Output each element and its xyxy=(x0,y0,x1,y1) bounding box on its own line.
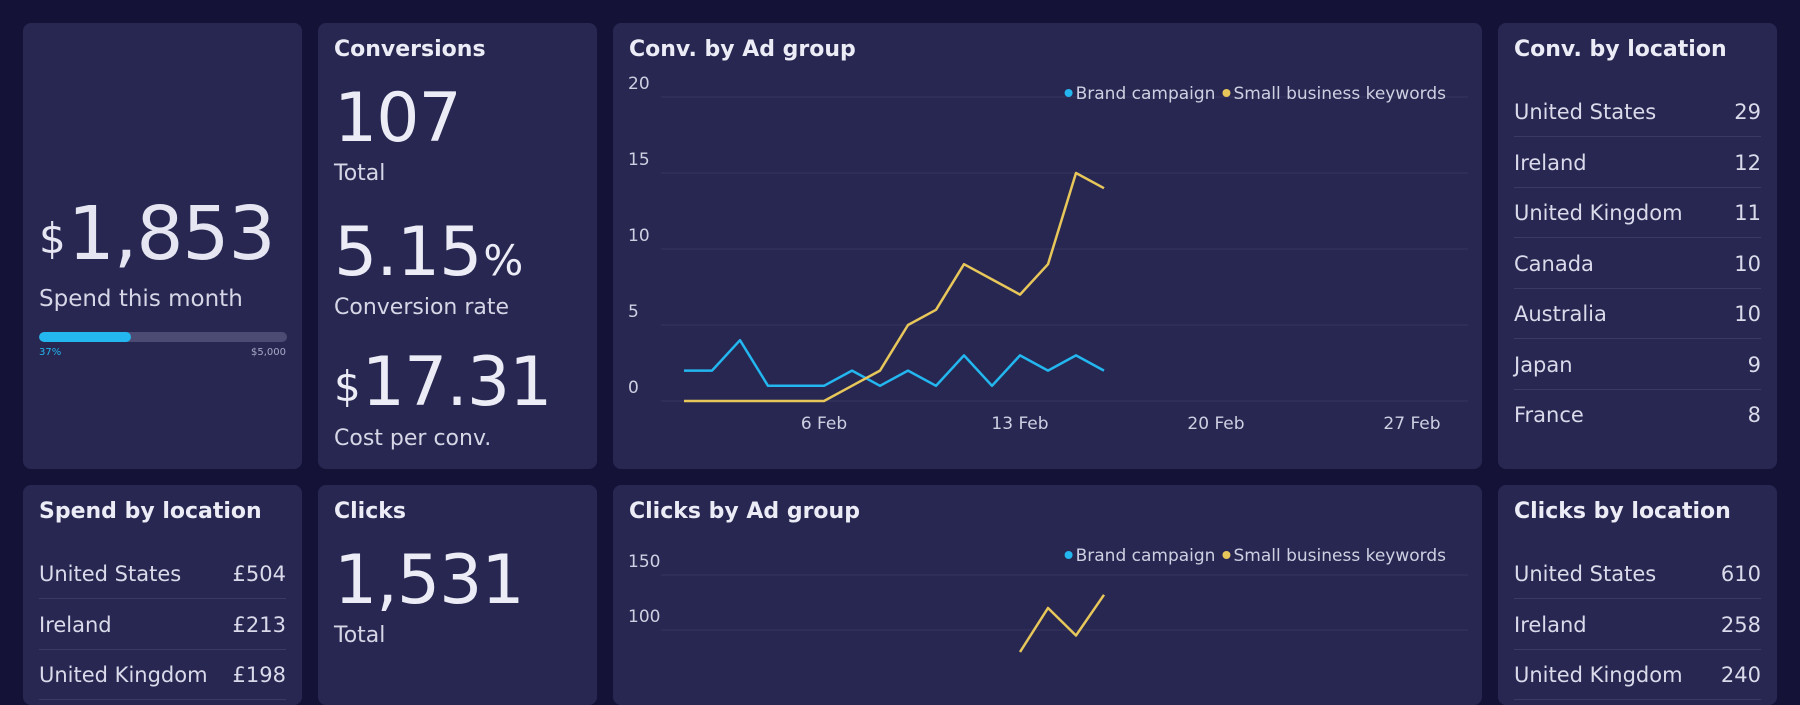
legend-marker xyxy=(1064,551,1073,559)
clicks-total-label: Total xyxy=(334,623,386,648)
conv-chart-title: Conv. by Ad group xyxy=(629,37,856,62)
spend-by-location-card: Spend by location United States £504 Irel… xyxy=(23,485,302,705)
clicks-by-location-card: Clicks by location United States 610 Irel… xyxy=(1498,485,1777,705)
budget-label: $5,000 xyxy=(251,347,286,358)
location-value: 9 xyxy=(1747,353,1761,377)
location-value: 11 xyxy=(1734,201,1761,225)
conversion-rate-unit: % xyxy=(483,236,523,285)
conv-by-location-title: Conv. by location xyxy=(1514,37,1727,62)
y-tick-label: 0 xyxy=(628,378,639,398)
conversions-total-label: Total xyxy=(334,161,386,186)
clicks-by-ad-group-card: Clicks by Ad group 100 150 Brand campaign S… xyxy=(613,485,1482,705)
x-tick-label: 6 Feb xyxy=(801,414,847,434)
y-tick-label: 15 xyxy=(628,150,650,170)
series-line xyxy=(684,171,1105,403)
location-row: United States 29 xyxy=(1514,86,1761,137)
location-value: 10 xyxy=(1734,252,1761,276)
legend-label: Brand campaign xyxy=(1076,84,1216,104)
clicks-by-location-title: Clicks by location xyxy=(1514,499,1731,524)
location-value: 8 xyxy=(1747,403,1761,427)
location-value: 10 xyxy=(1734,302,1761,326)
location-name: Ireland xyxy=(39,613,112,637)
location-row: United States £504 xyxy=(39,548,286,599)
spend-card: $1,853 Spend this month 37% $5,000 xyxy=(23,23,302,469)
spend-progress-fill xyxy=(39,332,131,342)
location-row: Australia 10 xyxy=(1514,288,1761,339)
conversion-rate-label: Conversion rate xyxy=(334,295,510,320)
location-value: 12 xyxy=(1734,151,1761,175)
legend-label: Small business keywords xyxy=(1233,84,1446,104)
location-row: United States 610 xyxy=(1514,548,1761,599)
x-tick-label: 13 Feb xyxy=(991,414,1048,434)
clicks-chart-title: Clicks by Ad group xyxy=(629,499,860,524)
conversion-rate: 5.15% xyxy=(334,213,523,292)
progress-percent-label: 37% xyxy=(39,347,62,358)
legend-label: Small business keywords xyxy=(1233,546,1446,566)
location-name: Canada xyxy=(1514,252,1594,276)
y-tick-label: 150 xyxy=(628,552,660,572)
location-row: United Kingdom 11 xyxy=(1514,187,1761,238)
x-tick-label: 20 Feb xyxy=(1187,414,1244,434)
clicks-by-ad-group-chart: 100 150 Brand campaign Small business keywo… xyxy=(628,546,1468,653)
location-name: United Kingdom xyxy=(39,663,208,687)
location-name: United Kingdom xyxy=(1514,201,1683,225)
location-name: Japan xyxy=(1514,353,1573,377)
location-name: Ireland xyxy=(1514,151,1587,175)
cost-per-conversion-label: Cost per conv. xyxy=(334,426,492,451)
conversions-total: 107 xyxy=(334,79,462,158)
location-name: United States xyxy=(1514,562,1657,586)
location-value: 610 xyxy=(1720,562,1761,586)
legend-label: Brand campaign xyxy=(1076,546,1216,566)
location-value: £504 xyxy=(232,562,286,586)
clicks-total: 1,531 xyxy=(334,541,525,620)
location-value: £198 xyxy=(232,663,286,687)
location-row: Japan 9 xyxy=(1514,339,1761,390)
location-row: Ireland 258 xyxy=(1514,599,1761,650)
location-value: 240 xyxy=(1720,663,1761,687)
series-line xyxy=(1018,594,1106,653)
y-tick-label: 5 xyxy=(628,302,639,322)
cost-per-conversion: $17.31 xyxy=(334,343,553,422)
spend-label: Spend this month xyxy=(39,286,243,312)
legend-marker xyxy=(1222,89,1231,97)
location-name: United States xyxy=(1514,100,1657,124)
cost-currency: $ xyxy=(334,362,361,411)
location-value: £213 xyxy=(232,613,286,637)
conversions-card: Conversions 107 Total 5.15% Conversion r… xyxy=(318,23,597,469)
conv-by-ad-group-chart: 0 5 10 15 20 6 Feb 13 Feb 20 Feb 27 Feb Brand cam… xyxy=(628,74,1468,434)
clicks-title: Clicks xyxy=(334,499,406,524)
spend-by-location-title: Spend by location xyxy=(39,499,262,524)
location-row: Ireland 12 xyxy=(1514,137,1761,188)
location-name: Australia xyxy=(1514,302,1607,326)
conv-by-ad-group-card: Conv. by Ad group 0 5 10 15 20 6 Feb 13 Feb 20 … xyxy=(613,23,1482,469)
spend-currency: $ xyxy=(39,214,66,263)
location-name: France xyxy=(1514,403,1584,427)
conv-by-location-card: Conv. by location United States 29 Irelan… xyxy=(1498,23,1777,469)
location-row: Canada 10 xyxy=(1514,238,1761,289)
location-name: United States xyxy=(39,562,182,586)
y-tick-label: 10 xyxy=(628,226,650,246)
spend-amount: $1,853 xyxy=(39,191,276,277)
location-name: Ireland xyxy=(1514,613,1587,637)
cost-value: 17.31 xyxy=(361,343,553,422)
location-value: 29 xyxy=(1734,100,1761,124)
legend-marker xyxy=(1222,551,1231,559)
conversion-rate-value: 5.15 xyxy=(334,213,482,292)
location-name: United Kingdom xyxy=(1514,663,1683,687)
conversions-title: Conversions xyxy=(334,37,486,62)
location-row: France 8 xyxy=(1514,389,1761,439)
legend-marker xyxy=(1064,89,1073,97)
location-value: 258 xyxy=(1720,613,1761,637)
location-row: Ireland £213 xyxy=(39,599,286,650)
spend-value: 1,853 xyxy=(67,191,276,277)
spend-progress-bar xyxy=(39,332,287,342)
series-line xyxy=(684,338,1105,388)
y-tick-label: 20 xyxy=(628,74,650,94)
clicks-card: Clicks 1,531 Total xyxy=(318,485,597,705)
x-tick-label: 27 Feb xyxy=(1383,414,1440,434)
y-tick-label: 100 xyxy=(628,607,660,627)
